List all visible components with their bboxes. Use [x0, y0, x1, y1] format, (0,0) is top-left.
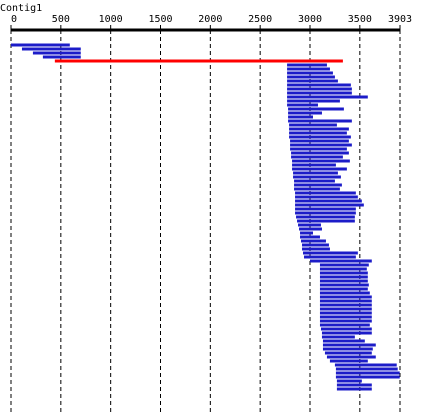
alignment-bar [287, 91, 352, 95]
alignment-bar [319, 303, 372, 307]
alignment-bar [319, 283, 369, 287]
x-tick-label: 3500 [348, 14, 372, 25]
alignment-bar [288, 107, 344, 111]
alignment-bar [294, 187, 340, 191]
alignment-bar [291, 151, 349, 155]
x-tick-label: 3903 [388, 14, 412, 25]
alignment-bar [294, 179, 335, 183]
x-tick-label: 3000 [298, 14, 322, 25]
alignment-bar [296, 215, 355, 219]
alignment-bar [322, 339, 365, 343]
alignment-bar [291, 155, 343, 159]
alignment-bar [295, 203, 364, 207]
alignment-bar [297, 219, 355, 223]
alignment-bar [324, 351, 372, 355]
alignment-bar [289, 135, 351, 139]
alignment-bar [287, 75, 335, 79]
alignment-bar [335, 371, 400, 375]
alignment-bar [303, 251, 358, 255]
alignment-bar [320, 327, 372, 331]
alignment-bar [302, 243, 329, 247]
alignment-bar [336, 379, 362, 383]
alignment-bar [288, 115, 313, 119]
alignment-bar [290, 139, 349, 143]
alignment-bar [290, 147, 347, 151]
alignment-bar [319, 263, 369, 267]
x-tick-label: 0 [11, 14, 17, 25]
alignment-bar [322, 343, 376, 347]
alignment-bar [294, 183, 342, 187]
alignment-bar [295, 191, 356, 195]
alignment-bar [319, 291, 370, 295]
alignment-bar [292, 167, 347, 171]
alignment-bar [295, 195, 358, 199]
alignment-bar [300, 231, 313, 235]
alignment-bar [292, 163, 336, 167]
alignment-bar [295, 211, 356, 215]
alignment-bar [287, 67, 330, 71]
alignment-bar [319, 319, 372, 323]
alignment-bar [336, 387, 372, 391]
alignment-bar [319, 295, 372, 299]
alignment-bar [304, 255, 356, 259]
alignment-bar [335, 367, 398, 371]
alignment-bar [319, 307, 372, 311]
alignment-bar [289, 127, 349, 131]
alignment-bar [295, 207, 356, 211]
alignment-bar [287, 87, 352, 91]
alignment-bar [54, 59, 343, 63]
x-tick-label: 500 [52, 14, 70, 25]
alignment-bar [287, 99, 340, 103]
alignment-bar [21, 47, 81, 51]
alignment-bar [321, 331, 372, 335]
alignment-bar [287, 79, 338, 83]
alignment-bar [287, 95, 368, 99]
alignment-bar [287, 71, 333, 75]
alignment-bar [292, 159, 350, 163]
alignment-bar [319, 275, 368, 279]
alignment-bar [288, 119, 352, 123]
alignment-bar [288, 111, 322, 115]
alignment-bar [301, 239, 326, 243]
alignment-bar [336, 383, 372, 387]
alignment-bar [319, 299, 372, 303]
alignment-bar [287, 63, 327, 67]
alignment-bar [295, 199, 362, 203]
x-tick-label: 1000 [99, 14, 123, 25]
alignment-bar [319, 267, 367, 271]
alignment-bar [42, 55, 81, 59]
alignment-bar [334, 363, 397, 367]
alignment-bar [298, 223, 321, 227]
x-tick-label: 2000 [198, 14, 222, 25]
alignment-bar [293, 171, 338, 175]
alignment-bar [290, 143, 352, 147]
alignment-bar [310, 259, 372, 263]
alignment-bar [287, 103, 318, 107]
alignment-bar [293, 175, 341, 179]
chart-title: Contig1 [0, 3, 42, 14]
alignment-bar [319, 311, 372, 315]
alignment-bar [289, 123, 337, 127]
alignment-bar [319, 279, 368, 283]
alignment-bar [335, 375, 400, 379]
alignment-bar [300, 235, 320, 239]
alignment-bar [289, 131, 347, 135]
alignment-bar [302, 247, 330, 251]
alignment-bar [329, 359, 368, 363]
alignment-bar [11, 43, 70, 47]
alignment-bar [326, 355, 376, 359]
alignment-bar [299, 227, 322, 231]
alignment-bar [319, 315, 372, 319]
alignment-bar [319, 271, 368, 275]
alignment-bar [319, 323, 370, 327]
alignment-bar [319, 287, 368, 291]
alignment-bar [32, 51, 81, 55]
x-tick-label: 2500 [248, 14, 272, 25]
alignment-bar [322, 347, 373, 351]
alignment-bar [321, 335, 355, 339]
x-tick-label: 1500 [148, 14, 172, 25]
alignment-bar [287, 83, 351, 87]
